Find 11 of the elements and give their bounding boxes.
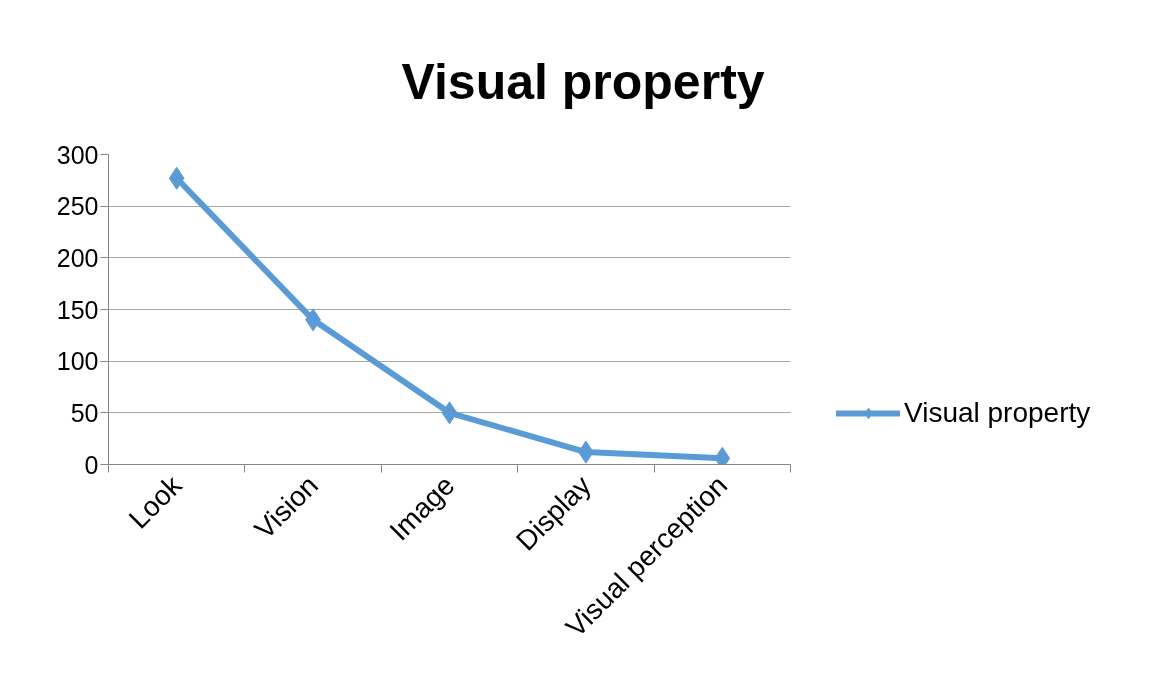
- legend-label: Visual property: [904, 397, 1091, 429]
- point: [168, 166, 185, 190]
- y-tick-label: 300: [56, 140, 99, 169]
- y-tick-label: 150: [56, 295, 99, 324]
- y-tick-label: 250: [56, 192, 99, 221]
- point: [441, 401, 458, 425]
- y-tick-label: 200: [56, 243, 99, 272]
- y-tick-label: 0: [84, 450, 99, 479]
- y-tick-label: 50: [70, 398, 99, 427]
- y-tick-label: 100: [56, 347, 99, 376]
- chart-title: Visual property: [401, 53, 765, 110]
